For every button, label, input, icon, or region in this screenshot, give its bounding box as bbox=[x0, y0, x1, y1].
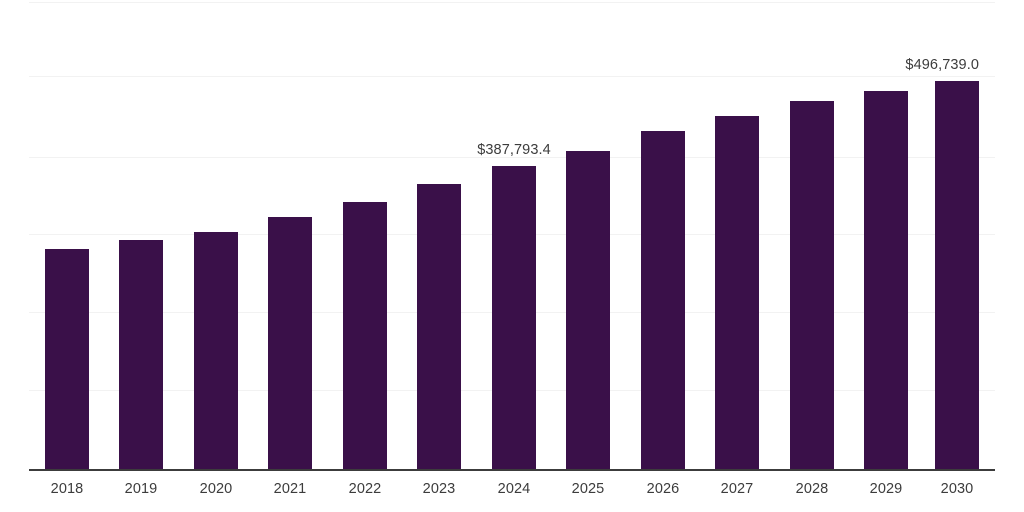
bar-2030[interactable]: $496,739.0 bbox=[905, 57, 979, 470]
x-tick-2022: 2022 bbox=[348, 481, 382, 497]
bar-2020[interactable] bbox=[194, 232, 238, 470]
x-tick-2029: 2029 bbox=[869, 481, 903, 497]
x-tick-2020: 2020 bbox=[199, 481, 233, 497]
x-tick-2023: 2023 bbox=[422, 481, 456, 497]
x-tick-2021: 2021 bbox=[273, 481, 307, 497]
bar-2025[interactable] bbox=[566, 151, 610, 470]
bar-2024[interactable]: $387,793.4 bbox=[477, 142, 551, 470]
x-tick-2025: 2025 bbox=[571, 481, 605, 497]
bar-2027[interactable] bbox=[715, 116, 759, 470]
bar-value-label-2024: $387,793.4 bbox=[477, 142, 551, 158]
x-tick-2026: 2026 bbox=[646, 481, 680, 497]
x-tick-2027: 2027 bbox=[720, 481, 754, 497]
gridline bbox=[29, 76, 995, 77]
x-tick-2028: 2028 bbox=[795, 481, 829, 497]
plot-area: $387,793.4 $496,739.0 bbox=[45, 57, 979, 470]
x-tick-2018: 2018 bbox=[50, 481, 84, 497]
x-tick-2030: 2030 bbox=[940, 481, 974, 497]
bar-value-label-2030: $496,739.0 bbox=[905, 57, 979, 73]
gridline bbox=[29, 157, 995, 158]
bar-2029[interactable] bbox=[864, 91, 908, 470]
gridline bbox=[29, 2, 995, 3]
bar-2019[interactable] bbox=[119, 240, 163, 470]
bar-2018[interactable] bbox=[45, 249, 89, 470]
bar-2028[interactable] bbox=[790, 101, 834, 470]
x-tick-2019: 2019 bbox=[124, 481, 158, 497]
bar-2023[interactable] bbox=[417, 184, 461, 470]
x-axis-line bbox=[29, 469, 995, 471]
bar-2026[interactable] bbox=[641, 131, 685, 470]
bar-2022[interactable] bbox=[343, 202, 387, 470]
bar-2021[interactable] bbox=[268, 217, 312, 470]
x-tick-2024: 2024 bbox=[497, 481, 531, 497]
